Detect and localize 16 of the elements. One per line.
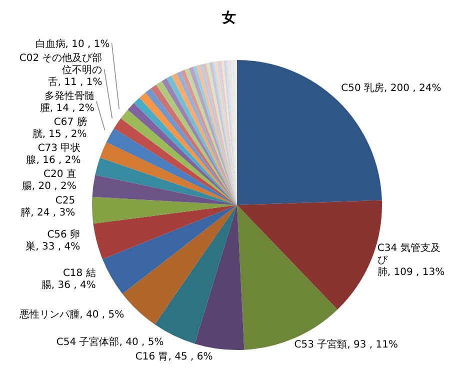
slice-label: 多発性骨髄腫, 14 , 2% [40, 90, 94, 114]
slice-label: C56 卵巣, 33 , 4% [26, 228, 80, 252]
slice-label: 白血病, 10 , 1% [35, 38, 110, 50]
slice-label: C73 甲状腺, 16 , 2% [26, 142, 81, 166]
slice-label: C20 直腸, 20 , 2% [22, 168, 76, 192]
slice-label: C02 その他及び部位不明の舌, 11 , 1% [19, 52, 102, 88]
slice-label: C18 結腸, 36 , 4% [41, 268, 96, 291]
slice-label: 悪性リンパ腫, 40 , 5% [18, 308, 124, 321]
slice-label: C53 子宮頸, 93 , 11% [294, 338, 398, 351]
slice-label: C16 胃, 45 , 6% [135, 351, 213, 362]
slice-label: C67 膀胱, 15 , 2% [32, 116, 87, 140]
slice-label: C34 気管支及び肺, 109 , 13% [377, 242, 445, 278]
slice-label: C50 乳房, 200 , 24% [341, 82, 442, 94]
slice-label: C25 膵, 24 , 3% [20, 195, 76, 218]
chart-title: 女 [221, 10, 236, 26]
slice-label: C54 子宮体部, 40 , 5% [56, 336, 164, 348]
